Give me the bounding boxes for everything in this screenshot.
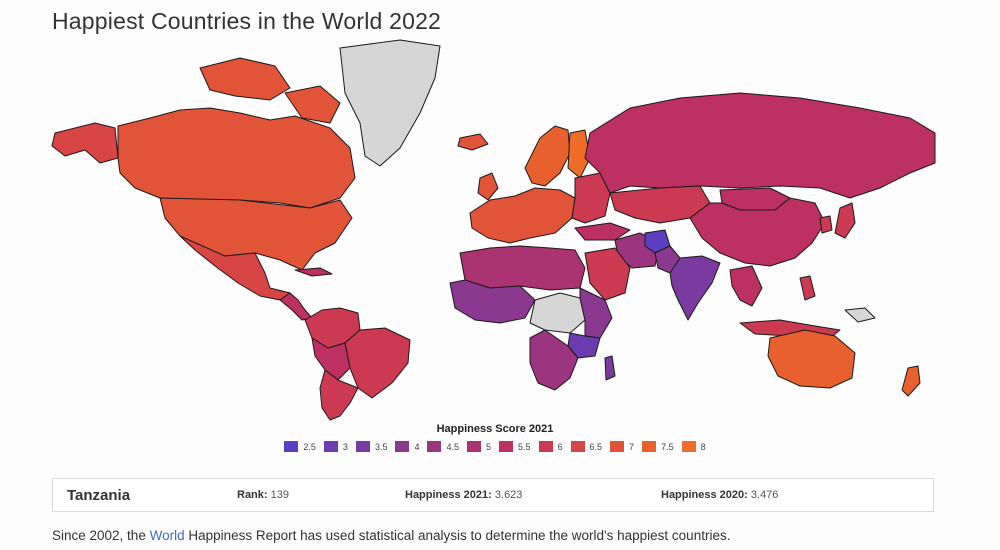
legend-item[interactable]: 2.5 [284,441,316,452]
country-new-zealand[interactable] [901,365,921,397]
country-japan[interactable] [834,202,856,239]
country-canada[interactable] [117,107,356,209]
legend-label: 5.5 [518,441,531,452]
legend-item[interactable]: 5.5 [499,441,531,452]
legend-item[interactable]: 4 [395,441,419,452]
rank-value: 139 [270,489,289,501]
legend-swatch [284,441,299,452]
selected-country-info: Tanzania Rank: 139 Happiness 2021: 3.623… [52,478,934,512]
happiness-2020-label: Happiness 2020: [661,489,748,501]
country-central-america[interactable] [279,292,313,321]
country-cuba[interactable] [294,267,333,277]
footer-text: Since 2002, the World Happiness Report h… [52,528,730,543]
happiness-2020-value: 3.476 [750,489,779,501]
map-legend: Happiness Score 2021 2.5 3 3.5 4 4.5 5 5.5 6 6.5… [0,423,1000,452]
legend-label: 6.5 [589,441,603,452]
legend-label: 4 [414,441,420,452]
legend-swatch [355,441,370,452]
rank-label: Rank: [237,489,268,501]
country-uk[interactable] [477,172,499,201]
legend-swatch [570,441,585,452]
legend-item[interactable]: 6.5 [570,441,603,452]
country-peru[interactable] [311,337,351,381]
country-papua[interactable] [844,307,876,323]
legend-label: 6 [557,441,563,452]
legend-item[interactable]: 7.5 [642,441,674,452]
country-russia[interactable] [584,92,936,199]
country-india[interactable] [669,255,721,321]
country-philippines[interactable] [799,275,816,301]
country-madagascar[interactable] [604,355,616,381]
legend-item[interactable]: 6 [538,441,563,452]
country-southeast-asia[interactable] [729,265,763,307]
legend-label: 3.5 [374,441,388,452]
legend-label: 2.5 [303,441,316,452]
legend-items: 2.5 3 3.5 4 4.5 5 5.5 6 6.5 7 7.5 8 [0,441,1000,452]
legend-swatch [681,441,696,452]
legend-title: Happiness Score 2021 [436,423,554,435]
legend-swatch [466,441,481,452]
legend-swatch [538,441,553,452]
page-title: Happiest Countries in the World 2022 [52,8,442,34]
legend-label: 4.5 [446,441,459,452]
legend-item[interactable]: 4.5 [427,441,459,452]
legend-label: 7 [629,441,635,452]
happiness-2021-stat: Happiness 2021: 3.623 [405,489,661,501]
country-southern-africa[interactable] [529,329,579,391]
footer-text-before: Since 2002, the [52,528,150,543]
country-north-africa[interactable] [459,245,586,291]
country-saudi-arabia[interactable] [584,247,631,301]
legend-label: 8 [700,441,706,452]
country-scandinavia[interactable] [524,125,571,187]
happiness-2021-label: Happiness 2021: [405,489,492,501]
footer-text-after: Happiness Report has used statistical an… [184,528,731,543]
country-argentina[interactable] [319,369,359,421]
country-iceland[interactable] [457,133,489,151]
happiness-2021-value: 3.623 [494,489,523,501]
legend-swatch [323,441,338,452]
legend-swatch [499,441,513,452]
country-korea[interactable] [819,215,833,234]
legend-label: 7.5 [661,441,674,452]
country-turkey[interactable] [574,222,631,241]
country-alaska[interactable] [51,122,119,164]
country-west-africa[interactable] [449,279,536,324]
country-canada-islands-2[interactable] [284,85,341,124]
legend-swatch [395,441,410,452]
country-australia[interactable] [767,329,856,389]
world-map[interactable] [40,38,950,423]
rank-stat: Rank: 139 [237,489,405,501]
legend-swatch [610,441,625,452]
legend-item[interactable]: 3.5 [355,441,388,452]
legend-item[interactable]: 3 [323,441,348,452]
country-finland[interactable] [567,129,591,179]
legend-item[interactable]: 8 [681,441,706,452]
happiness-2020-stat: Happiness 2020: 3.476 [661,489,778,501]
legend-swatch [427,441,442,452]
legend-label: 5 [485,441,491,452]
legend-swatch [642,441,657,452]
legend-item[interactable]: 5 [466,441,491,452]
world-link[interactable]: World [149,528,185,543]
legend-item[interactable]: 7 [610,441,634,452]
selected-country-name: Tanzania [67,486,131,504]
legend-label: 3 [342,441,348,452]
country-greenland[interactable] [339,39,441,167]
country-central-africa[interactable] [529,292,586,334]
country-brazil[interactable] [344,327,411,399]
country-canada-islands[interactable] [199,57,291,101]
